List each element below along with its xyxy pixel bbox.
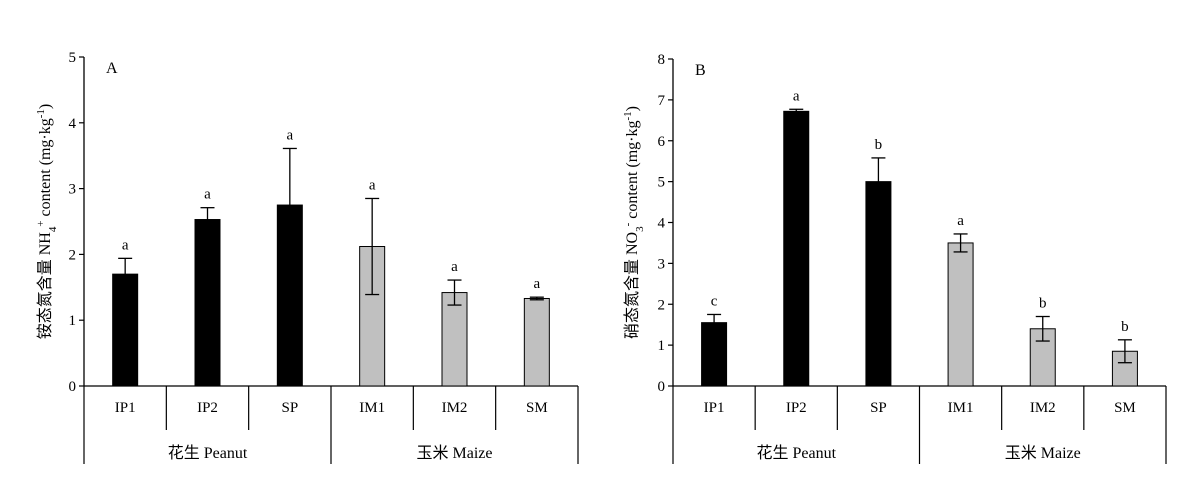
category-label: IM1 [948,400,974,416]
y-tick-label: 1 [69,313,77,329]
category-label: IM1 [359,400,385,416]
y-tick-label: 2 [658,297,666,313]
bar [865,181,892,387]
significance-letter: a [957,213,964,229]
y-tick-label: 0 [69,379,77,395]
y-tick-label: 0 [658,379,666,395]
y-axis-label: 硝态氮含量 NO3- content (mg·kg-1) [622,106,646,339]
category-label: IP2 [197,400,218,416]
significance-letter: b [1039,296,1047,312]
panel-letter: B [695,62,706,79]
group-label: 玉米 Maize [417,444,493,462]
significance-letter: c [711,293,718,309]
y-tick-label: 3 [69,182,77,198]
significance-letter: a [204,187,211,203]
bar [441,292,468,387]
category-label: SP [870,400,887,416]
bar [523,297,550,387]
bar [359,246,386,387]
bar [701,322,728,387]
bar [194,219,221,387]
group-label: 玉米 Maize [1005,444,1081,462]
group-label: 花生 Peanut [756,444,836,462]
significance-letter: a [369,177,376,193]
group-label: 花生 Peanut [168,444,248,462]
significance-letter: a [793,88,800,104]
y-tick-label: 2 [69,247,77,263]
y-tick-label: 5 [658,175,666,191]
significance-letter: a [286,127,293,143]
significance-letter: a [122,237,129,253]
panel-a: 0 1 2 3 4 5 A 铵态氮含量 NH4+ content (mg·kg-1) a IP1 a… [35,50,579,464]
y-tick-label: 5 [69,50,77,66]
y-tick-label: 1 [658,338,666,354]
y-tick-label: 7 [658,93,666,109]
category-label: IP1 [704,400,725,416]
y-tick-label: 3 [658,256,666,272]
panel-letter: A [106,60,118,77]
category-label: IM2 [442,400,468,416]
category-label: SM [526,400,548,416]
bar [947,242,974,387]
y-tick-label: 8 [658,52,666,68]
y-tick-label: 6 [658,134,666,150]
category-label: IP1 [115,400,136,416]
bar [276,204,303,387]
bar [112,273,139,387]
panel-b: 0 1 2 3 4 5 6 7 8 B 硝态氮含量 NO3- content (mg·kg-1) c I… [622,52,1167,464]
significance-letter: a [451,259,458,275]
significance-letter: b [1121,319,1129,335]
category-label: SP [281,400,298,416]
category-label: IP2 [786,400,807,416]
bar [783,110,810,387]
significance-letter: a [533,276,540,292]
significance-letter: b [875,137,883,153]
y-tick-label: 4 [658,216,666,232]
y-axis-label: 铵态氮含量 NH4+ content (mg·kg-1) [35,104,59,340]
category-label: SM [1114,400,1136,416]
category-label: IM2 [1030,400,1056,416]
y-tick-label: 4 [69,116,77,132]
